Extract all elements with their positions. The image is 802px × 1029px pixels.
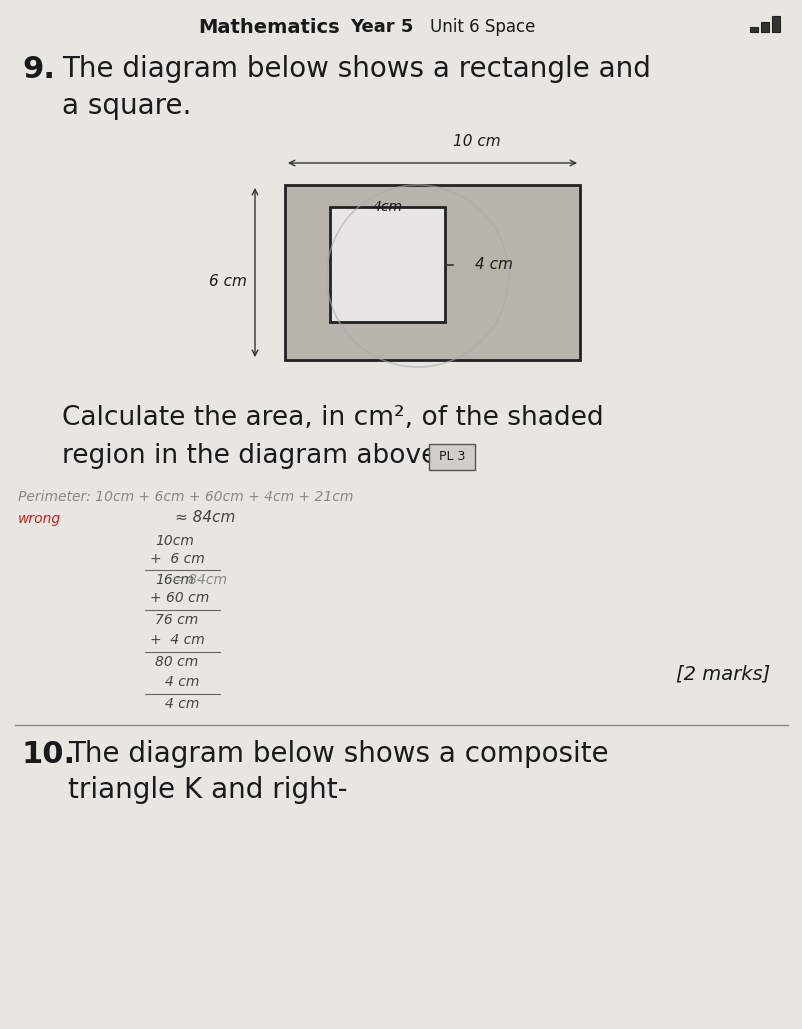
Text: region in the diagram above.: region in the diagram above. — [62, 443, 445, 469]
Text: The diagram below shows a rectangle and: The diagram below shows a rectangle and — [62, 55, 650, 83]
Text: 16cm: 16cm — [155, 573, 193, 587]
Text: Mathematics: Mathematics — [198, 17, 339, 37]
Text: Unit 6 Space: Unit 6 Space — [429, 17, 535, 36]
Text: ≈ 84cm: ≈ 84cm — [175, 510, 235, 525]
Text: = 84cm: = 84cm — [159, 573, 227, 587]
Text: Calculate the area, in cm², of the shaded: Calculate the area, in cm², of the shade… — [62, 405, 603, 431]
Text: 4 cm: 4 cm — [475, 257, 512, 272]
Text: 10.: 10. — [22, 740, 76, 769]
Text: Perimeter: 10cm + 6cm + 60cm + 4cm + 21cm: Perimeter: 10cm + 6cm + 60cm + 4cm + 21c… — [18, 490, 353, 504]
Text: The diagram below shows a composite: The diagram below shows a composite — [68, 740, 608, 768]
Text: 76 cm: 76 cm — [155, 613, 198, 627]
Text: 10 cm: 10 cm — [452, 134, 500, 149]
FancyBboxPatch shape — [428, 443, 475, 470]
Bar — [285, 185, 579, 360]
Bar — [330, 207, 444, 322]
Text: 6 cm: 6 cm — [209, 274, 247, 289]
Bar — [771, 16, 779, 32]
Text: wrong: wrong — [18, 512, 61, 526]
Text: 4cm: 4cm — [372, 200, 402, 214]
Text: 4 cm: 4 cm — [164, 697, 199, 711]
Text: +  6 cm: + 6 cm — [150, 552, 205, 566]
Text: 10cm: 10cm — [155, 534, 193, 548]
Text: a square.: a square. — [62, 92, 191, 120]
Text: [2 marks]: [2 marks] — [675, 665, 769, 684]
Text: Year 5: Year 5 — [350, 17, 413, 36]
Text: 80 cm: 80 cm — [155, 655, 198, 669]
Text: 4 cm: 4 cm — [164, 675, 199, 689]
Text: triangle K and right-: triangle K and right- — [68, 776, 347, 804]
Text: +  4 cm: + 4 cm — [150, 633, 205, 647]
Text: PL 3: PL 3 — [438, 451, 464, 463]
Text: + 60 cm: + 60 cm — [150, 591, 209, 605]
Text: 9.: 9. — [22, 55, 55, 84]
Bar — [749, 27, 757, 32]
Bar — [760, 22, 768, 32]
